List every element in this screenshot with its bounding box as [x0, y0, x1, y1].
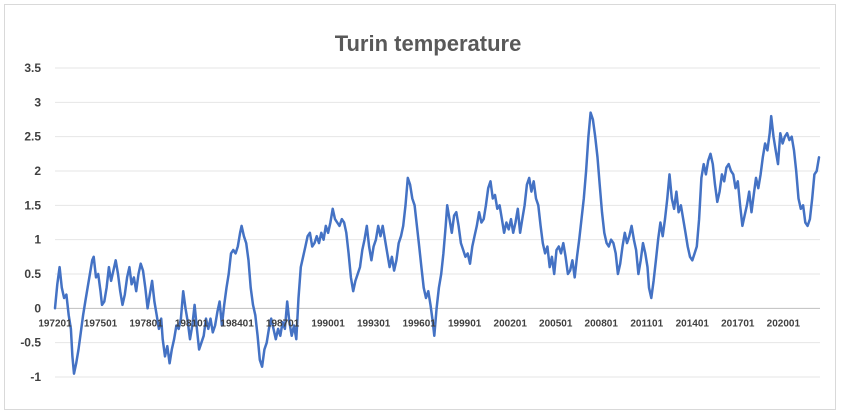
- x-tick-label: 199901: [448, 318, 482, 329]
- x-tick-label: 199601: [402, 318, 436, 329]
- series-line: [53, 111, 821, 375]
- x-tick-label: 200801: [585, 318, 619, 329]
- x-tick-label: 197801: [129, 318, 163, 329]
- x-tick-label: 201401: [676, 318, 710, 329]
- y-tick-label: 3: [34, 95, 41, 109]
- x-tick-label: 200201: [494, 318, 528, 329]
- y-tick-label: 1: [34, 233, 41, 247]
- x-tick-label: 199001: [311, 318, 345, 329]
- plot-area: [53, 111, 821, 375]
- x-tick-label: 197501: [84, 318, 118, 329]
- y-tick-label: 0: [34, 301, 41, 315]
- x-tick-label: 201101: [630, 318, 663, 329]
- gridlines: [55, 67, 820, 378]
- y-tick-label: 2.5: [24, 130, 41, 144]
- chart-title: Turin temperature: [335, 31, 522, 56]
- y-tick-label: 3.5: [24, 61, 41, 75]
- x-tick-label: 200501: [539, 318, 573, 329]
- x-tick-label: 198101: [175, 318, 209, 329]
- y-tick-label: -0.5: [20, 336, 41, 350]
- x-tick-label: 198401: [220, 318, 254, 329]
- x-tick-label: 201701: [721, 318, 755, 329]
- x-tick-label: 199301: [357, 318, 391, 329]
- x-tick-label: 198701: [266, 318, 300, 329]
- x-tick-label: 202001: [767, 318, 801, 329]
- y-tick-label: 2: [34, 164, 41, 178]
- y-tick-label: 1.5: [24, 198, 41, 212]
- x-tick-label: 197201: [38, 318, 72, 329]
- x-axis-ticks: 197201 197501 197801 198101 198401 198701 1990…: [38, 318, 800, 329]
- y-tick-label: 0.5: [24, 267, 41, 281]
- y-tick-label: -1: [30, 370, 41, 384]
- y-axis-ticks: 3.5 3 2.5 2 1.5 1 0.5 0 -0.5 -1: [20, 61, 41, 384]
